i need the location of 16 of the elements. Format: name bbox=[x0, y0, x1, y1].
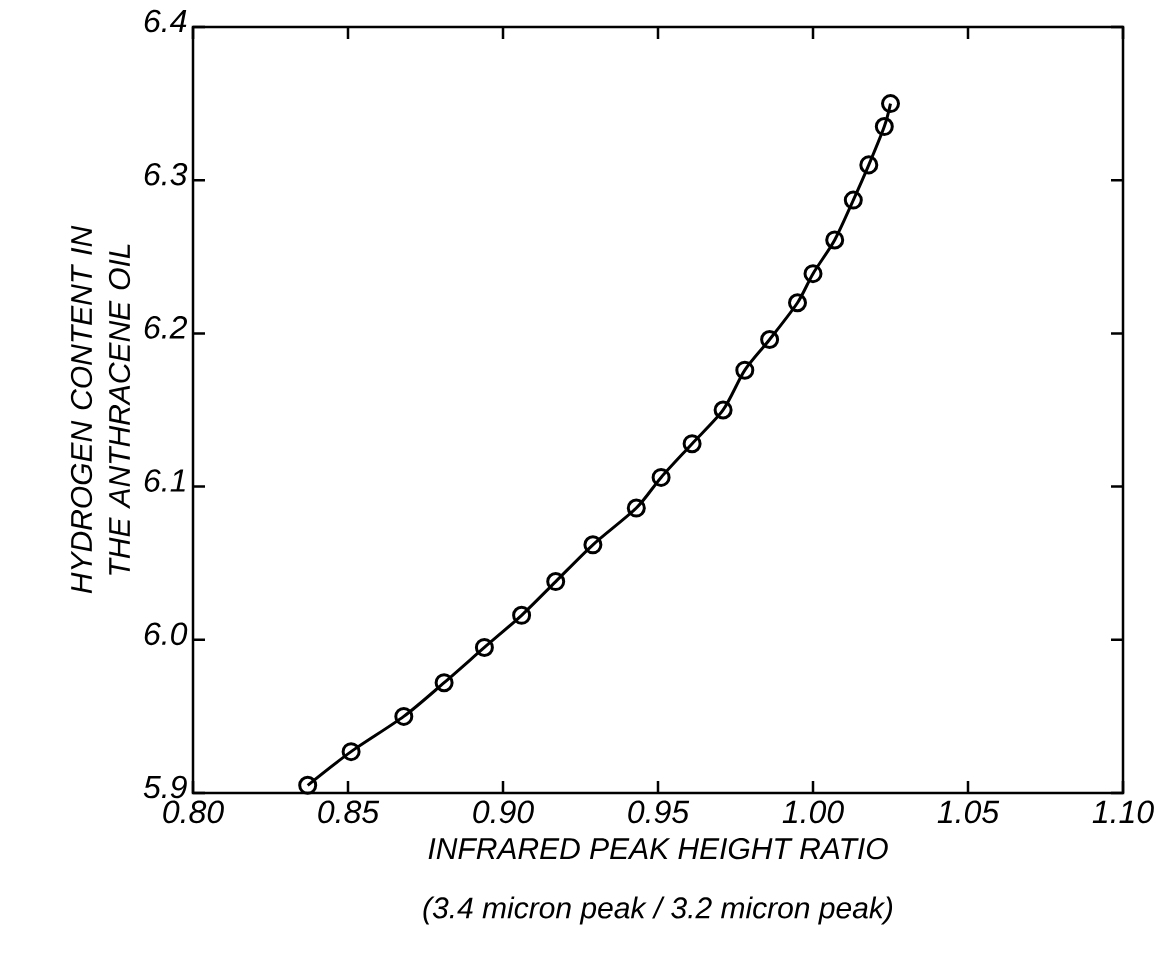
x-tick-label: 1.05 bbox=[937, 800, 1000, 824]
x-tick-label: 1.10 bbox=[1092, 800, 1154, 824]
y-tick-label: 6.0 bbox=[144, 622, 188, 646]
x-tick-label: 0.90 bbox=[473, 800, 534, 824]
x-tick-label: 1.00 bbox=[782, 800, 844, 824]
y-tick-label: 6.1 bbox=[144, 469, 185, 492]
y-tick-label: 5.9 bbox=[143, 775, 187, 799]
y-tick-label: 6.3 bbox=[144, 162, 188, 186]
y-tick-label: 6.2 bbox=[144, 316, 187, 339]
text: (3.4 micron peak / 3.2 micron peak) bbox=[423, 896, 893, 925]
y-tick-label: 6.4 bbox=[144, 9, 187, 33]
x-tick-label: 0.85 bbox=[318, 800, 380, 824]
x-tick-label: 0.95 bbox=[628, 800, 690, 824]
x-axis-title: INFRARED PEAK HEIGHT RATIO bbox=[428, 838, 888, 860]
x-tick-label: 0.80 bbox=[163, 800, 224, 824]
y-axis-title: HYDROGEN CONTENT IN THE ANTHRACENE OIL bbox=[70, 225, 131, 594]
